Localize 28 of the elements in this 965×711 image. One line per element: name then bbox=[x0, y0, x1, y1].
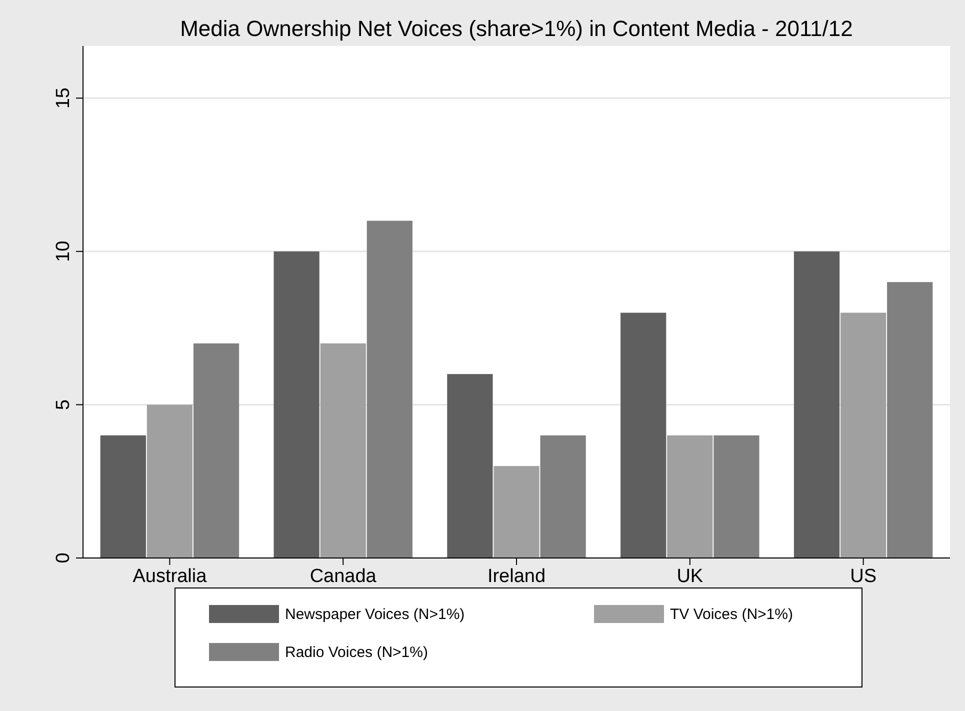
bar bbox=[794, 251, 840, 558]
bar bbox=[887, 282, 933, 558]
y-tick-label: 10 bbox=[53, 240, 74, 262]
bar bbox=[100, 435, 146, 558]
legend-label: TV Voices (N>1%) bbox=[670, 606, 793, 623]
legend-label: Radio Voices (N>1%) bbox=[285, 644, 428, 661]
x-tick-label: UK bbox=[676, 566, 704, 587]
x-tick-label: Ireland bbox=[487, 566, 546, 587]
bar bbox=[320, 343, 366, 558]
x-tick-label: US bbox=[850, 566, 877, 587]
bar bbox=[714, 435, 760, 558]
y-tick-label: 5 bbox=[53, 399, 74, 410]
chart-title: Media Ownership Net Voices (share>1%) in Content Media - 2011/12 bbox=[180, 16, 853, 41]
y-tick-label: 15 bbox=[53, 88, 74, 109]
bar bbox=[447, 374, 493, 558]
legend-label: Newspaper Voices (N>1%) bbox=[285, 606, 465, 623]
bar bbox=[146, 404, 193, 558]
bar bbox=[494, 466, 540, 558]
x-tick-label: Canada bbox=[310, 566, 377, 587]
bar bbox=[840, 312, 886, 558]
bar bbox=[366, 220, 412, 558]
x-tick-label: Australia bbox=[132, 566, 208, 587]
y-tick-label: 0 bbox=[53, 552, 74, 564]
bar bbox=[274, 251, 320, 558]
bar bbox=[667, 435, 713, 558]
bar bbox=[193, 343, 240, 558]
bar bbox=[620, 312, 666, 558]
bar bbox=[540, 435, 586, 558]
